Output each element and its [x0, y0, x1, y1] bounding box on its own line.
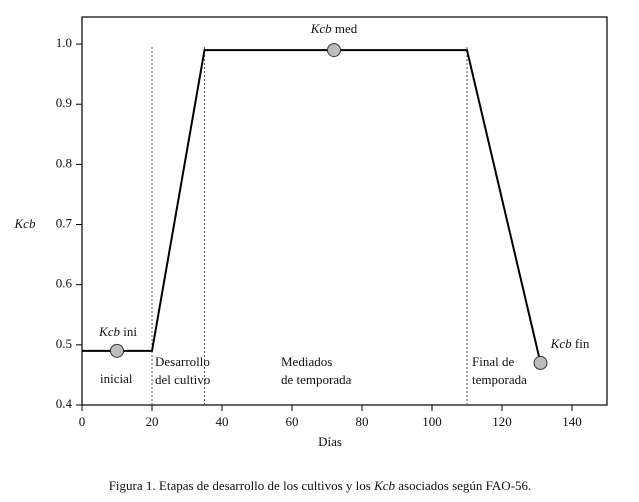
x-tick-label: 0	[79, 414, 86, 429]
y-tick-label: 0.8	[56, 155, 72, 170]
stage-label: Desarrollo	[155, 354, 210, 369]
stage-label: Final de	[472, 354, 514, 369]
point-label-stage: ini	[123, 324, 137, 339]
y-tick-label: 0.5	[56, 336, 72, 351]
y-axis-label: Kcb	[14, 216, 36, 231]
point-label-stage: med	[335, 21, 358, 36]
point-label-symbol: Kcb	[550, 336, 572, 351]
x-tick-label: 140	[562, 414, 582, 429]
stage-label: Mediados	[281, 354, 332, 369]
y-tick-label: 1.0	[56, 35, 72, 50]
point-label: Kcb med	[310, 21, 358, 36]
caption-text: Kcb	[373, 478, 395, 493]
point-label: Kcb fin	[550, 336, 590, 351]
y-tick-label: 0.9	[56, 95, 72, 110]
x-tick-label: 80	[356, 414, 369, 429]
stage-label: del cultivo	[155, 372, 210, 387]
stage-label: temporada	[472, 372, 527, 387]
caption-text: asociados según FAO-56.	[395, 478, 531, 493]
x-tick-label: 20	[146, 414, 159, 429]
stage-label: inicial	[100, 371, 133, 386]
x-tick-label: 40	[216, 414, 229, 429]
kcb-point	[327, 43, 341, 58]
y-tick-label: 0.4	[56, 396, 73, 411]
plot-frame	[81, 16, 608, 406]
point-label-symbol: Kcb	[98, 324, 120, 339]
point-label: Kcb ini	[98, 324, 137, 339]
caption-text: Figura 1. Etapas de desarrollo de los cu…	[109, 478, 374, 493]
x-tick-label: 60	[286, 414, 299, 429]
x-axis-label: Días	[318, 434, 342, 449]
y-tick-label: 0.7	[56, 216, 73, 231]
caption: Figura 1. Etapas de desarrollo de los cu…	[109, 478, 532, 493]
x-tick-label: 120	[492, 414, 512, 429]
y-tick-label: 0.6	[56, 276, 73, 291]
point-label-symbol: Kcb	[310, 21, 332, 36]
kcb-point	[533, 355, 548, 370]
kcb-point	[110, 343, 124, 358]
kcb-line	[82, 49, 542, 364]
x-tick-label: 100	[422, 414, 442, 429]
point-label-stage: fin	[575, 336, 590, 351]
stage-label: de temporada	[281, 372, 352, 387]
